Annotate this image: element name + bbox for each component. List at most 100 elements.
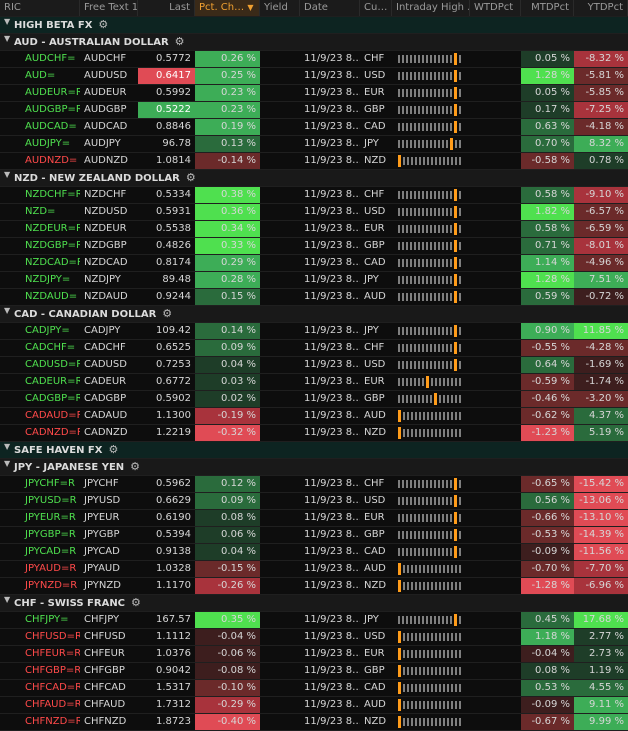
- table-row[interactable]: NZD= NZDUSD 0.5931 0.36 % 11/9/23 8… USD 1.82 …: [0, 204, 628, 221]
- col-header-yield[interactable]: Yield: [260, 0, 300, 16]
- table-row[interactable]: CADGBP=R CADGBP 0.5902 0.02 % 11/9/23 8… GBP -…: [0, 391, 628, 408]
- col-header-pct-change[interactable]: Pct. Ch… ▼: [195, 0, 260, 16]
- subgroup-header-row[interactable]: ▼ CAD - CANADIAN DOLLAR ⚙: [0, 306, 628, 323]
- table-row[interactable]: JPYNZD=R JPYNZD 1.1170 -0.26 % 11/9/23 8… NZD…: [0, 578, 628, 595]
- table-row[interactable]: NZDEUR=R NZDEUR 0.5538 0.34 % 11/9/23 8… EUR 0…: [0, 221, 628, 238]
- table-row[interactable]: CADUSD=R CADUSD 0.7253 0.04 % 11/9/23 8… USD 0…: [0, 357, 628, 374]
- table-row[interactable]: AUDEUR=R AUDEUR 0.5992 0.23 % 11/9/23 8… EUR 0…: [0, 85, 628, 102]
- range-tick: [411, 157, 413, 165]
- ric-cell: NZDGBP=R: [25, 240, 80, 251]
- table-row[interactable]: NZDAUD= NZDAUD 0.9244 0.15 % 11/9/23 8… AUD 0.…: [0, 289, 628, 306]
- table-row[interactable]: CADCHF= CADCHF 0.6525 0.09 % 11/9/23 8… CHF -0…: [0, 340, 628, 357]
- pct-change-cell: 0.29 %: [195, 255, 260, 271]
- collapse-caret-icon[interactable]: ▼: [4, 595, 11, 604]
- col-header-wtd[interactable]: WTDPct: [470, 0, 521, 16]
- col-header-ric[interactable]: RIC: [0, 0, 80, 16]
- range-tick: [455, 684, 457, 692]
- range-tick: [419, 157, 421, 165]
- range-tick: [398, 699, 401, 711]
- table-row[interactable]: CADAUD=R CADAUD 1.1300 -0.19 % 11/9/23 8… AUD…: [0, 408, 628, 425]
- intraday-range-bar: [392, 221, 470, 237]
- range-tick: [426, 123, 428, 131]
- table-row[interactable]: CHFAUD=R CHFAUD 1.7312 -0.29 % 11/9/23 8… AUD…: [0, 697, 628, 714]
- range-tick: [414, 106, 416, 114]
- table-row[interactable]: CHFGBP=R CHFGBP 0.9042 -0.08 % 11/9/23 8… GBP…: [0, 663, 628, 680]
- gear-icon[interactable]: ⚙: [108, 443, 119, 456]
- table-row[interactable]: AUDJPY= AUDJPY 96.78 0.13 % 11/9/23 8… JPY 0.7…: [0, 136, 628, 153]
- last-price-cell: 0.9244: [156, 291, 191, 302]
- yield-cell: [260, 340, 300, 356]
- table-row[interactable]: JPYAUD=R JPYAUD 1.0328 -0.15 % 11/9/23 8… AUD…: [0, 561, 628, 578]
- subgroup-header-row[interactable]: ▼ CHF - SWISS FRANC ⚙: [0, 595, 628, 612]
- ric-cell: JPYNZD=R: [25, 580, 78, 591]
- range-tick: [410, 89, 412, 97]
- collapse-caret-icon[interactable]: ▼: [4, 17, 11, 26]
- range-tick: [455, 429, 457, 437]
- table-row[interactable]: JPYCAD=R JPYCAD 0.9138 0.04 % 11/9/23 8… CAD -…: [0, 544, 628, 561]
- table-row[interactable]: CADEUR=R CADEUR 0.6772 0.03 % 11/9/23 8… EUR -…: [0, 374, 628, 391]
- ytd-cell: -7.70 %: [574, 561, 628, 577]
- gear-icon[interactable]: ⚙: [185, 171, 196, 184]
- gear-icon[interactable]: ⚙: [174, 35, 185, 48]
- group-header-row[interactable]: ▼ SAFE HAVEN FX ⚙: [0, 442, 628, 459]
- subgroup-header-row[interactable]: ▼ NZD - NEW ZEALAND DOLLAR ⚙: [0, 170, 628, 187]
- gear-icon[interactable]: ⚙: [98, 18, 109, 31]
- intraday-range-bar: [392, 68, 470, 84]
- group-header-row[interactable]: ▼ HIGH BETA FX ⚙: [0, 17, 628, 34]
- col-header-free-text[interactable]: Free Text 1: [80, 0, 138, 16]
- wtd-cell: [470, 51, 521, 67]
- currency-cell: NZD: [364, 427, 387, 438]
- range-tick: [418, 378, 420, 386]
- table-row[interactable]: NZDCHF=R NZDCHF 0.5334 0.38 % 11/9/23 8… CHF 0…: [0, 187, 628, 204]
- col-header-last[interactable]: Last: [138, 0, 195, 16]
- col-header-mtd[interactable]: MTDPct: [521, 0, 574, 16]
- table-row[interactable]: JPYEUR=R JPYEUR 0.6190 0.08 % 11/9/23 8… EUR -…: [0, 510, 628, 527]
- table-row[interactable]: NZDGBP=R NZDGBP 0.4826 0.33 % 11/9/23 8… GBP 0…: [0, 238, 628, 255]
- ric-cell: AUDNZD=: [25, 155, 78, 166]
- gear-icon[interactable]: ⚙: [130, 460, 141, 473]
- free-text-cell: JPYAUD: [84, 563, 120, 574]
- subgroup-header-row[interactable]: ▼ AUD - AUSTRALIAN DOLLAR ⚙: [0, 34, 628, 51]
- table-row[interactable]: AUDCAD= AUDCAD 0.8846 0.19 % 11/9/23 8… CAD 0.…: [0, 119, 628, 136]
- table-row[interactable]: JPYGBP=R JPYGBP 0.5394 0.06 % 11/9/23 8… GBP -…: [0, 527, 628, 544]
- table-row[interactable]: AUDNZD= AUDNZD 1.0814 -0.14 % 11/9/23 8… NZD -…: [0, 153, 628, 170]
- range-tick: [430, 497, 432, 505]
- table-row[interactable]: CADNZD=R CADNZD 1.2219 -0.32 % 11/9/23 8… NZD…: [0, 425, 628, 442]
- table-row[interactable]: NZDJPY= NZDJPY 89.48 0.28 % 11/9/23 8… JPY 1.2…: [0, 272, 628, 289]
- collapse-caret-icon[interactable]: ▼: [4, 306, 11, 315]
- group-title: CAD - CANADIAN DOLLAR ⚙: [0, 306, 400, 322]
- ric-cell: AUDCAD=: [25, 121, 77, 132]
- subgroup-header-row[interactable]: ▼ JPY - JAPANESE YEN ⚙: [0, 459, 628, 476]
- collapse-caret-icon[interactable]: ▼: [4, 170, 11, 179]
- table-row[interactable]: CHFUSD=R CHFUSD 1.1112 -0.04 % 11/9/23 8… USD…: [0, 629, 628, 646]
- range-tick: [427, 684, 429, 692]
- ytd-cell: 0.78 %: [574, 153, 628, 169]
- table-row[interactable]: CHFJPY= CHFJPY 167.57 0.35 % 11/9/23 8… JPY 0.…: [0, 612, 628, 629]
- wtd-cell: [470, 136, 521, 152]
- table-row[interactable]: AUDGBP=R AUDGBP 0.5222 0.23 % 11/9/23 8… GBP 0…: [0, 102, 628, 119]
- range-tick: [434, 361, 436, 369]
- table-row[interactable]: AUDCHF= AUDCHF 0.5772 0.26 % 11/9/23 8… CHF 0.…: [0, 51, 628, 68]
- date-cell: 11/9/23 8…: [304, 359, 360, 370]
- range-tick: [422, 140, 424, 148]
- col-header-currency[interactable]: Cu…: [360, 0, 392, 16]
- table-row[interactable]: JPYCHF=R JPYCHF 0.5962 0.12 % 11/9/23 8… CHF -…: [0, 476, 628, 493]
- currency-cell: NZD: [364, 716, 387, 727]
- table-row[interactable]: CHFEUR=R CHFEUR 1.0376 -0.06 % 11/9/23 8… EUR…: [0, 646, 628, 663]
- collapse-caret-icon[interactable]: ▼: [4, 459, 11, 468]
- table-row[interactable]: JPYUSD=R JPYUSD 0.6629 0.09 % 11/9/23 8… USD 0…: [0, 493, 628, 510]
- mtd-cell: 0.53 %: [521, 680, 574, 696]
- col-header-ytd[interactable]: YTDPct: [574, 0, 628, 16]
- mtd-cell: 0.71 %: [521, 238, 574, 254]
- table-row[interactable]: AUD= AUDUSD 0.6417 0.25 % 11/9/23 8… USD 1.28 …: [0, 68, 628, 85]
- table-row[interactable]: CADJPY= CADJPY 109.42 0.14 % 11/9/23 8… JPY 0.…: [0, 323, 628, 340]
- table-row[interactable]: CHFCAD=R CHFCAD 1.5317 -0.10 % 11/9/23 8… CAD…: [0, 680, 628, 697]
- col-header-intraday[interactable]: Intraday High …: [392, 0, 470, 16]
- col-header-date[interactable]: Date: [300, 0, 360, 16]
- collapse-caret-icon[interactable]: ▼: [4, 442, 11, 451]
- collapse-caret-icon[interactable]: ▼: [4, 34, 11, 43]
- gear-icon[interactable]: ⚙: [162, 307, 173, 320]
- gear-icon[interactable]: ⚙: [131, 596, 141, 609]
- ytd-cell: 5.19 %: [574, 425, 628, 441]
- table-row[interactable]: NZDCAD=R NZDCAD 0.8174 0.29 % 11/9/23 8… CAD 1…: [0, 255, 628, 272]
